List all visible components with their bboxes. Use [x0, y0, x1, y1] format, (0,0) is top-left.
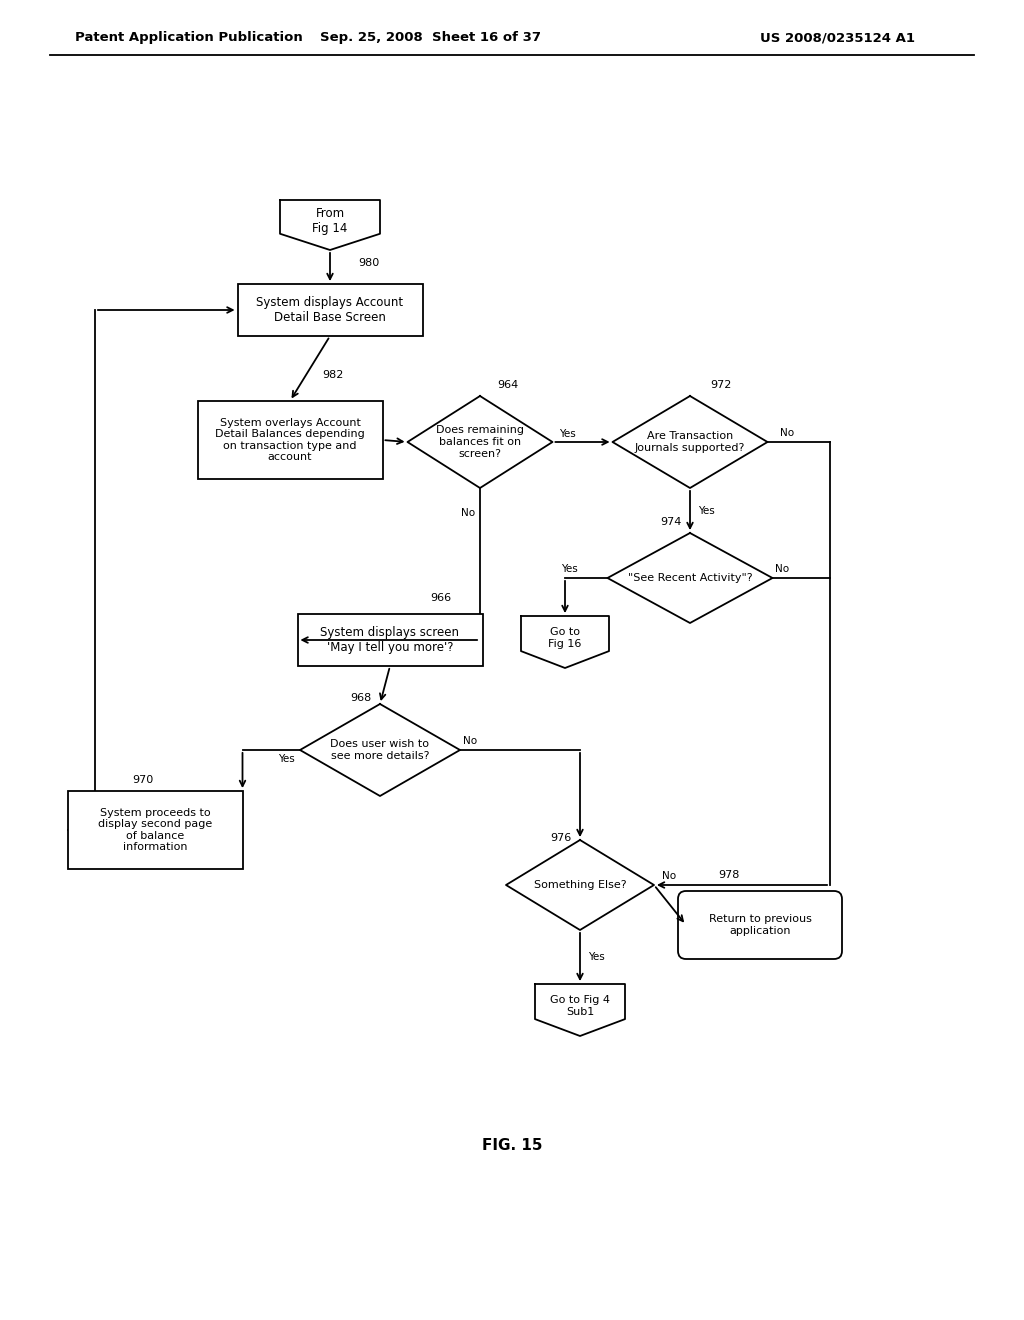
Text: Yes: Yes	[588, 952, 605, 962]
FancyBboxPatch shape	[198, 401, 383, 479]
Text: System displays Account
Detail Base Screen: System displays Account Detail Base Scre…	[256, 296, 403, 323]
Text: No: No	[775, 564, 790, 574]
Text: 972: 972	[710, 380, 731, 389]
Text: 970: 970	[132, 775, 154, 785]
Text: Go to Fig 4
Sub1: Go to Fig 4 Sub1	[550, 995, 610, 1016]
Text: 976: 976	[550, 833, 571, 843]
Text: Sep. 25, 2008  Sheet 16 of 37: Sep. 25, 2008 Sheet 16 of 37	[319, 32, 541, 45]
Text: Something Else?: Something Else?	[534, 880, 627, 890]
Text: Return to previous
application: Return to previous application	[709, 915, 811, 936]
Text: Yes: Yes	[559, 429, 575, 440]
Text: From
Fig 14: From Fig 14	[312, 207, 348, 235]
Text: 980: 980	[358, 257, 379, 268]
Polygon shape	[506, 840, 654, 931]
Polygon shape	[408, 396, 553, 488]
Text: 974: 974	[660, 517, 681, 527]
Text: No: No	[662, 871, 676, 880]
Text: No: No	[780, 428, 795, 438]
Polygon shape	[607, 533, 772, 623]
Text: System overlays Account
Detail Balances depending
on transaction type and
accoun: System overlays Account Detail Balances …	[215, 417, 365, 462]
FancyBboxPatch shape	[238, 284, 423, 337]
Text: Go to
Fig 16: Go to Fig 16	[548, 627, 582, 649]
Text: 968: 968	[350, 693, 372, 704]
Text: System proceeds to
display second page
of balance
information: System proceeds to display second page o…	[98, 808, 212, 853]
Text: Yes: Yes	[561, 564, 578, 574]
Polygon shape	[280, 201, 380, 249]
FancyBboxPatch shape	[68, 791, 243, 869]
Text: Patent Application Publication: Patent Application Publication	[75, 32, 303, 45]
Text: "See Recent Activity"?: "See Recent Activity"?	[628, 573, 753, 583]
Text: Yes: Yes	[279, 754, 295, 764]
Text: 982: 982	[322, 370, 343, 380]
Text: Does user wish to
see more details?: Does user wish to see more details?	[331, 739, 429, 760]
Text: Are Transaction
Journals supported?: Are Transaction Journals supported?	[635, 432, 745, 453]
Polygon shape	[300, 704, 460, 796]
Polygon shape	[612, 396, 768, 488]
Text: Does remaining
balances fit on
screen?: Does remaining balances fit on screen?	[436, 425, 524, 458]
Polygon shape	[521, 616, 609, 668]
FancyBboxPatch shape	[298, 614, 482, 667]
Text: Yes: Yes	[698, 506, 715, 516]
Text: 978: 978	[718, 870, 739, 880]
Polygon shape	[535, 983, 625, 1036]
FancyBboxPatch shape	[678, 891, 842, 960]
Text: No: No	[461, 508, 475, 517]
Text: 966: 966	[430, 593, 452, 603]
Text: No: No	[463, 737, 477, 746]
Text: 964: 964	[497, 380, 518, 389]
Text: US 2008/0235124 A1: US 2008/0235124 A1	[760, 32, 915, 45]
Text: FIG. 15: FIG. 15	[481, 1138, 543, 1152]
Text: System displays screen
'May I tell you more'?: System displays screen 'May I tell you m…	[321, 626, 460, 653]
